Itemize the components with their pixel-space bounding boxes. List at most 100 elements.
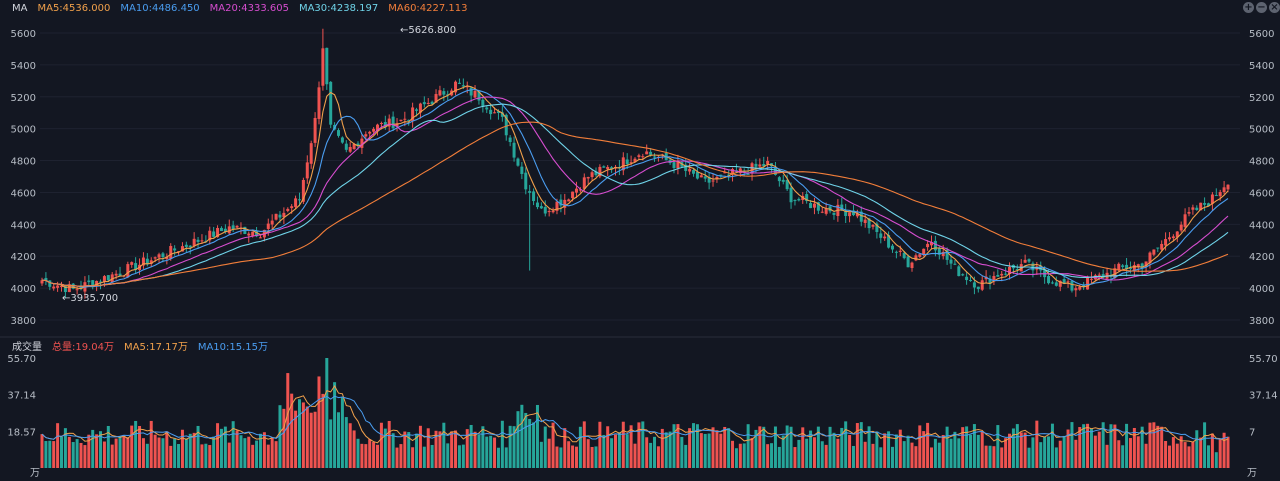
candle-body xyxy=(539,206,543,209)
candle-body xyxy=(87,280,91,283)
candle-body xyxy=(602,166,606,168)
candle-body xyxy=(1132,265,1136,271)
candle-body xyxy=(906,256,910,268)
volume-bar xyxy=(578,426,582,468)
volume-bar xyxy=(454,430,458,468)
candle-body xyxy=(415,109,419,111)
volume-bar xyxy=(418,425,422,468)
volume-bar xyxy=(469,424,473,468)
candle-body xyxy=(945,249,949,260)
volume-bar xyxy=(344,417,348,468)
volume-bar xyxy=(1191,441,1195,468)
candle-body xyxy=(520,166,524,174)
candle-body xyxy=(516,158,520,166)
volume-bar xyxy=(251,444,255,468)
volume-bar xyxy=(840,427,844,468)
volume-bar xyxy=(415,433,419,468)
candle-body xyxy=(898,250,902,252)
volume-bar xyxy=(1023,432,1027,468)
candle-body xyxy=(805,194,809,202)
ma30-line xyxy=(41,103,1229,287)
candle-body xyxy=(438,90,442,96)
volume-bar xyxy=(551,422,555,468)
volume-bar xyxy=(297,399,301,468)
volume-bar xyxy=(1050,423,1054,468)
candle-body xyxy=(165,256,169,259)
volume-bar xyxy=(301,402,305,468)
volume-bar xyxy=(883,433,887,468)
volume-bar xyxy=(723,426,727,468)
price-ytick-left: 4600 xyxy=(11,188,36,199)
candle-body xyxy=(1136,264,1140,267)
candle-body xyxy=(52,286,56,289)
candle-body xyxy=(1097,274,1101,276)
zoom-in-icon[interactable]: + xyxy=(1243,2,1254,13)
volume-bar xyxy=(937,442,941,468)
volume-bar xyxy=(610,438,614,468)
zoom-out-icon[interactable]: − xyxy=(1256,2,1267,13)
volume-bar xyxy=(457,445,461,468)
volume-bar xyxy=(980,431,984,468)
candle-body xyxy=(1004,273,1008,275)
volume-bar xyxy=(633,443,637,468)
volume-bar xyxy=(797,439,801,468)
volume-bar xyxy=(1039,442,1043,468)
candle-body xyxy=(227,226,231,234)
volume-bar xyxy=(305,406,309,468)
volume-bar xyxy=(528,419,532,468)
candle-body xyxy=(454,81,458,93)
volume-bar xyxy=(403,431,407,468)
candle-body xyxy=(863,219,867,223)
volume-bar xyxy=(153,434,157,468)
volume-bar xyxy=(805,438,809,468)
volume-bar xyxy=(1210,433,1214,468)
volume-bar xyxy=(1144,443,1148,468)
candle-body xyxy=(1070,280,1074,291)
volume-bar xyxy=(368,439,372,468)
candle-body xyxy=(157,254,161,258)
candle-body xyxy=(777,177,781,182)
candle-body xyxy=(1031,263,1035,271)
volume-bar xyxy=(972,424,976,468)
candle-body xyxy=(329,81,333,125)
candle-body xyxy=(376,124,380,131)
volume-bar xyxy=(859,422,863,468)
volume-bar xyxy=(1199,437,1203,468)
volume-bar xyxy=(1109,424,1113,468)
volume-bar xyxy=(71,442,75,468)
volume-bar xyxy=(282,408,286,468)
candle-body xyxy=(173,248,177,251)
volume-bar xyxy=(777,446,781,468)
close-icon[interactable]: × xyxy=(1269,2,1280,13)
candle-body xyxy=(169,246,173,259)
candle-body xyxy=(758,164,762,167)
volume-bar xyxy=(933,438,937,468)
volume-bar xyxy=(177,444,181,468)
candle-body xyxy=(1187,211,1191,214)
volume-bar xyxy=(1019,432,1023,468)
low-annotation: ←3935.700 xyxy=(62,293,118,304)
candle-body xyxy=(56,285,60,288)
volume-bar xyxy=(278,405,282,468)
candle-body xyxy=(512,142,516,158)
candle-body xyxy=(251,231,255,236)
candle-body xyxy=(387,118,391,127)
volume-bar xyxy=(793,447,797,468)
candle-body xyxy=(1050,282,1054,284)
candle-body xyxy=(411,107,415,122)
volume-bar xyxy=(52,441,56,468)
volume-bar xyxy=(926,422,930,468)
candle-body xyxy=(1156,247,1160,249)
volume-bar xyxy=(130,425,134,468)
volume-bar xyxy=(875,431,879,468)
volume-bar xyxy=(617,432,621,468)
candle-body xyxy=(1160,243,1164,250)
volume-legend-tag: 成交量 xyxy=(12,341,42,353)
volume-bar xyxy=(110,444,114,468)
volume-bar xyxy=(1187,446,1191,468)
candle-body xyxy=(457,82,461,84)
candle-body xyxy=(789,187,793,203)
candle-body xyxy=(465,86,469,88)
candle-body xyxy=(785,179,789,190)
